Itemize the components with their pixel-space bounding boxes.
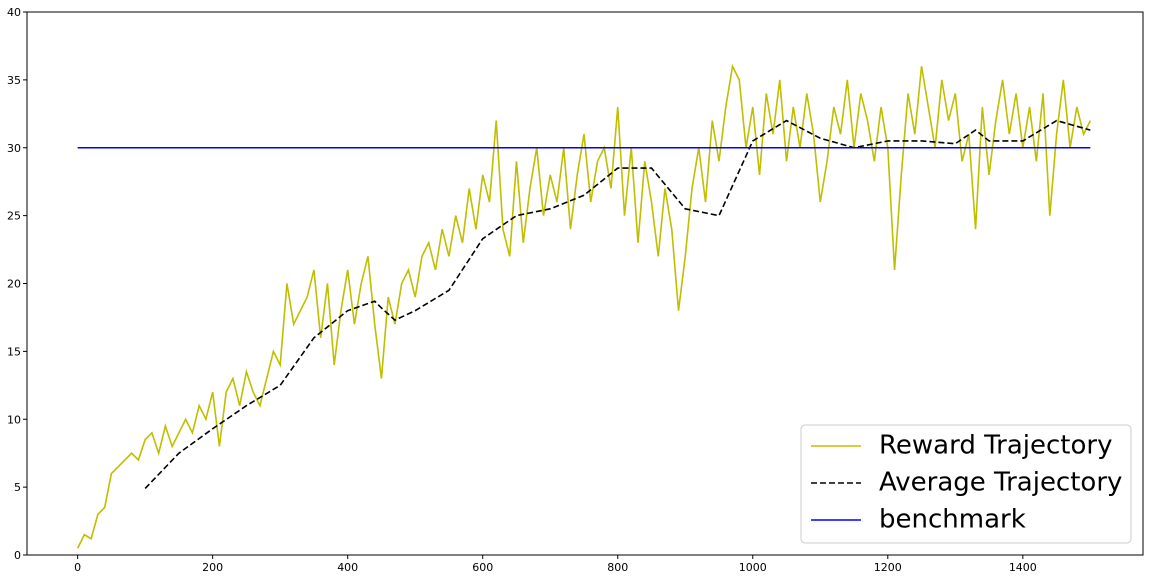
- x-tick-label: 1000: [739, 561, 767, 574]
- y-tick-label: 30: [7, 142, 21, 155]
- y-tick-label: 10: [7, 413, 21, 426]
- x-tick-label: 0: [74, 561, 81, 574]
- legend: Reward Trajectory Average Trajectory bench…: [800, 424, 1132, 544]
- y-tick-label: 20: [7, 278, 21, 291]
- x-tick-label: 600: [472, 561, 493, 574]
- x-tick-label: 1200: [874, 561, 902, 574]
- series-line: [76, 63, 1092, 549]
- y-tick-label: 0: [14, 549, 21, 562]
- y-tick-label: 35: [7, 74, 21, 87]
- series-line: [144, 119, 1091, 490]
- y-tick-label: 15: [7, 345, 21, 358]
- y-tick-label: 40: [7, 6, 21, 19]
- y-tick-label: 25: [7, 210, 21, 223]
- legend-label: Average Trajectory: [879, 468, 1122, 498]
- x-tick-label: 800: [607, 561, 628, 574]
- x-tick-label: 200: [202, 561, 223, 574]
- legend-label: Reward Trajectory: [879, 431, 1112, 461]
- y-tick-label: 5: [14, 481, 21, 494]
- plot-frame: [26, 11, 1144, 556]
- legend-label: benchmark: [879, 505, 1026, 535]
- x-tick-label: 400: [337, 561, 358, 574]
- legend-box: [800, 424, 1132, 544]
- x-tick-label: 1400: [1009, 561, 1037, 574]
